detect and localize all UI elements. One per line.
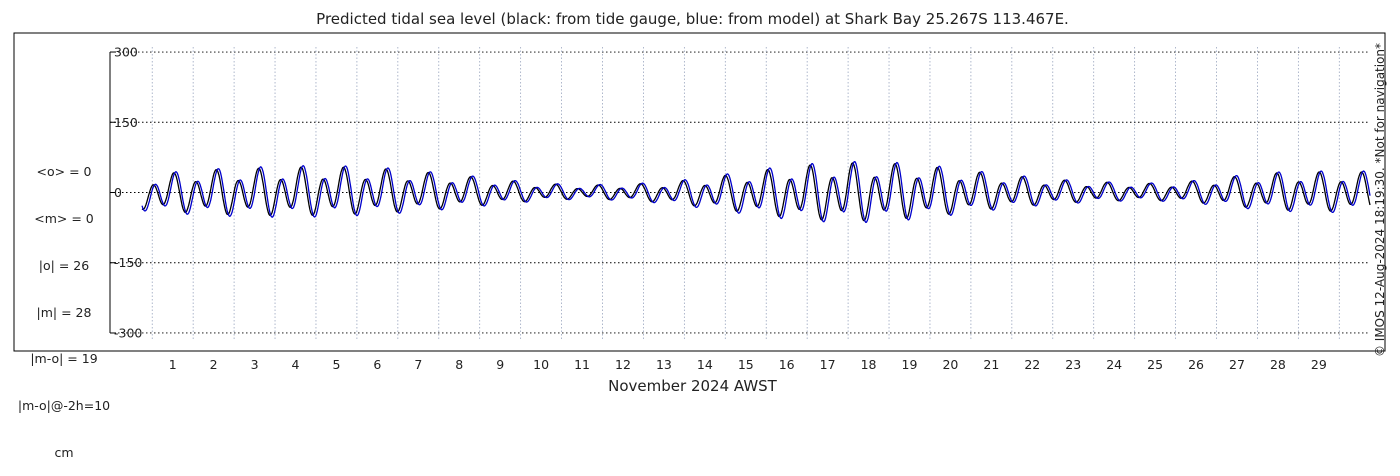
x-tick-label: 11 xyxy=(574,357,590,372)
x-tick-label: 13 xyxy=(656,357,672,372)
x-tick-label: 29 xyxy=(1311,357,1327,372)
x-tick-label: 21 xyxy=(983,357,999,372)
x-tick-label: 28 xyxy=(1270,357,1286,372)
x-tick-label: 24 xyxy=(1106,357,1122,372)
x-tick-label: 6 xyxy=(373,357,381,372)
plot-frame xyxy=(13,32,1386,352)
chart-title: Predicted tidal sea level (black: from t… xyxy=(316,10,1069,28)
x-axis: 1 2 3 4 5 6 7 8 9 10 11 12 13 14 15 16 17 18 19 20 21 22 23 24 2… xyxy=(169,357,1327,372)
x-tick-label: 16 xyxy=(779,357,795,372)
stat-mean-observed: <o> = 0 xyxy=(36,164,92,180)
stat-abs-diff-shifted: |m-o|@-2h=10 xyxy=(17,398,111,414)
x-tick-label: 2 xyxy=(210,357,218,372)
y-tick-label: 150 xyxy=(114,115,138,130)
x-tick-label: 9 xyxy=(496,357,504,372)
x-tick-label: 20 xyxy=(942,357,958,372)
x-tick-label: 4 xyxy=(292,357,300,372)
x-tick-label: 25 xyxy=(1147,357,1163,372)
stat-units: cm xyxy=(54,444,74,460)
x-tick-label: 3 xyxy=(251,357,259,372)
x-tick-label: 22 xyxy=(1024,357,1040,372)
stats-panel: <o> = 0 <m> = 0 |o| = 26 |m| = 28 |m-o| … xyxy=(10,133,118,476)
stat-mean-model: <m> = 0 xyxy=(34,210,94,226)
x-tick-label: 23 xyxy=(1065,357,1081,372)
x-tick-label: 14 xyxy=(697,357,713,372)
x-axis-label: November 2024 AWST xyxy=(608,377,777,395)
x-tick-label: 10 xyxy=(533,357,549,372)
x-tick-label: 7 xyxy=(414,357,422,372)
stat-abs-model: |m| = 28 xyxy=(36,304,92,320)
x-tick-label: 8 xyxy=(455,357,463,372)
x-tick-label: 1 xyxy=(169,357,177,372)
x-tick-label: 27 xyxy=(1229,357,1245,372)
credit-note: © IMOS 12-Aug-2024 18:19:30. *Not for na… xyxy=(1373,42,1387,358)
y-tick-label: -150 xyxy=(114,255,142,270)
x-tick-label: 26 xyxy=(1188,357,1204,372)
model-line xyxy=(141,161,1371,223)
stat-abs-observed: |o| = 26 xyxy=(38,257,90,273)
y-tick-label: -300 xyxy=(114,325,142,340)
x-tick-label: 18 xyxy=(861,357,877,372)
y-tick-label: 0 xyxy=(114,185,122,200)
x-tick-label: 5 xyxy=(332,357,340,372)
series-lines xyxy=(141,161,1371,223)
y-axis: 300 150 0 -150 -300 xyxy=(109,45,142,340)
x-tick-label: 17 xyxy=(820,357,836,372)
tide-gauge-line xyxy=(141,162,1371,222)
y-tick-label: 300 xyxy=(114,45,138,60)
x-tick-label: 15 xyxy=(738,357,754,372)
x-tick-label: 19 xyxy=(902,357,918,372)
x-tick-label: 12 xyxy=(615,357,631,372)
stat-abs-diff: |m-o| = 19 xyxy=(30,351,98,367)
